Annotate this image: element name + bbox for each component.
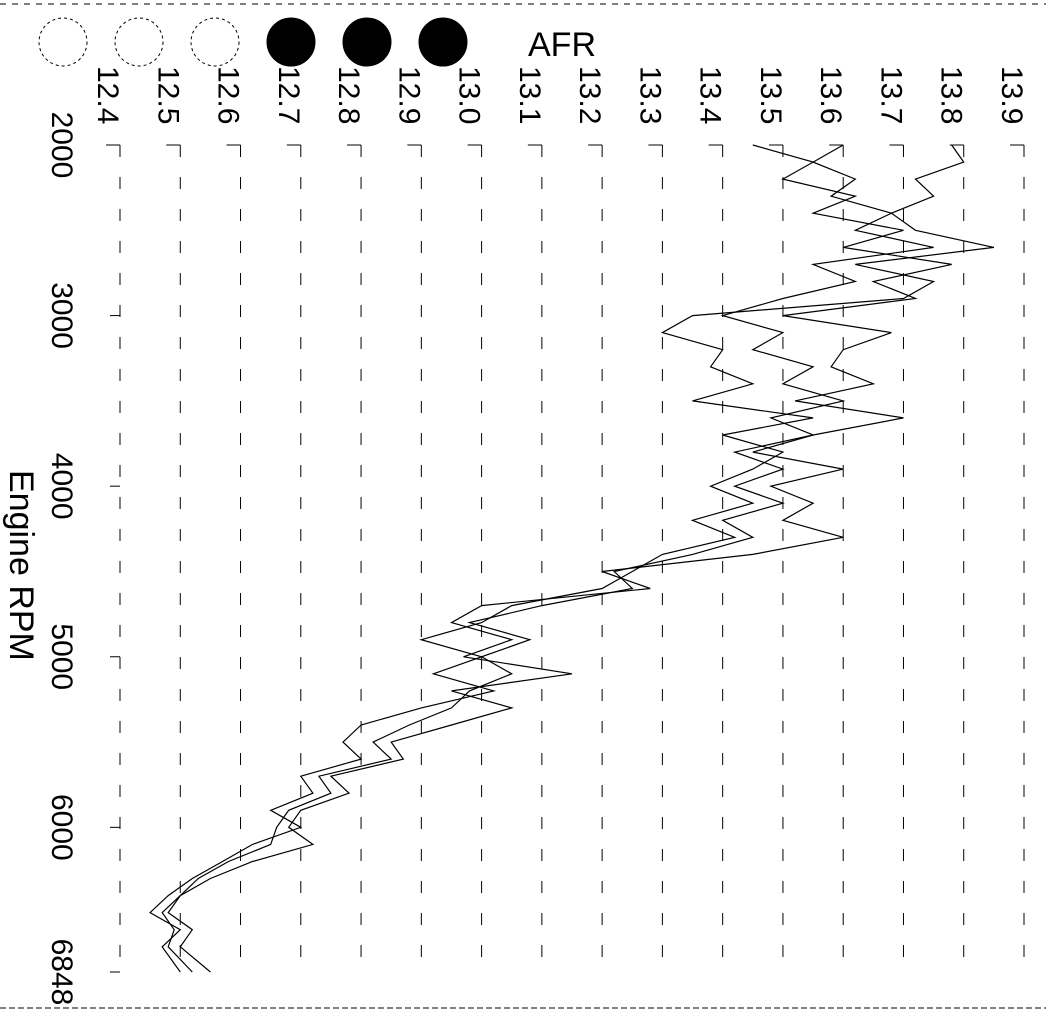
series-lines bbox=[149, 144, 995, 973]
series-line-3 bbox=[161, 144, 934, 973]
y-tick-label: 12.8 bbox=[332, 66, 365, 124]
x-axis-label: Engine RPM bbox=[2, 470, 40, 661]
y-tick-label: 13.2 bbox=[573, 66, 606, 124]
y-tick-label: 12.6 bbox=[212, 66, 245, 124]
y-tick-label: 13.3 bbox=[633, 66, 666, 124]
x-tick-label: 5000 bbox=[45, 623, 78, 690]
x-tick-label: 4000 bbox=[45, 453, 78, 520]
legend-marker-6 bbox=[418, 17, 468, 67]
legend bbox=[38, 17, 468, 67]
x-tick-label: 2000 bbox=[45, 112, 78, 179]
x-tick-label: 3000 bbox=[45, 282, 78, 349]
legend-marker-4 bbox=[266, 17, 316, 67]
legend-marker-5 bbox=[342, 17, 392, 67]
axes: 12.4 12.5 12.6 12.7 12.8 12.9 13.0 13.1 13.2 13.3… bbox=[0, 3, 1046, 1009]
y-tick-label: 13.4 bbox=[694, 66, 727, 124]
y-tick-label: 13.9 bbox=[995, 66, 1028, 124]
y-tick-label: 12.5 bbox=[151, 66, 184, 124]
legend-marker-1 bbox=[38, 17, 88, 67]
y-tick-label: 12.7 bbox=[272, 66, 305, 124]
y-tick-label: 13.7 bbox=[874, 66, 907, 124]
x-tick-label: 6848 bbox=[45, 939, 78, 1006]
series-line-1 bbox=[167, 144, 952, 973]
y-tick-label: 13.6 bbox=[814, 66, 847, 124]
y-tick-label: 12.4 bbox=[91, 66, 124, 124]
y-tick-label: 13.5 bbox=[754, 66, 787, 124]
y-tick-label: 13.1 bbox=[513, 66, 546, 124]
y-tick-label: 12.9 bbox=[392, 66, 425, 124]
legend-marker-2 bbox=[114, 17, 164, 67]
series-line-2 bbox=[149, 144, 995, 973]
y-axis-label: AFR bbox=[528, 26, 596, 64]
grid-lines bbox=[119, 145, 1025, 972]
y-tick-label: 13.0 bbox=[453, 66, 486, 124]
x-tick-label: 6000 bbox=[45, 794, 78, 861]
legend-marker-3 bbox=[190, 17, 240, 67]
y-tick-label: 13.8 bbox=[935, 66, 968, 124]
